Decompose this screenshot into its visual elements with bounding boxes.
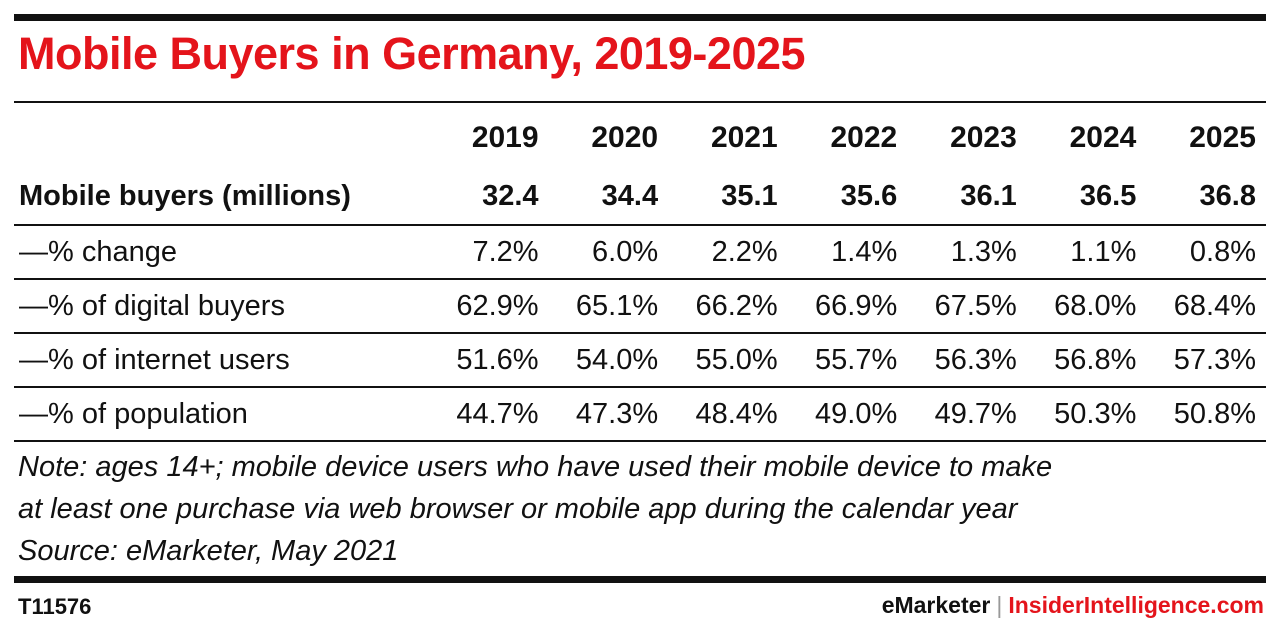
note-line: at least one purchase via web browser or… bbox=[18, 493, 1018, 525]
year-header: 2025 bbox=[1189, 121, 1256, 154]
note-line: Note: ages 14+; mobile device users who … bbox=[18, 451, 1053, 483]
table-cell: 2.2% bbox=[668, 224, 788, 279]
table-cell: 35.1 bbox=[721, 179, 778, 212]
year-header: 2019 bbox=[471, 121, 539, 154]
data-table: 2019 2020 2021 2022 2023 2024 2025 Mobil… bbox=[14, 108, 1266, 442]
table-cell: 36.1 bbox=[960, 179, 1017, 212]
table-cell: 55.0% bbox=[668, 332, 788, 387]
table-cell: 1.3% bbox=[907, 224, 1027, 279]
table-cell: 6.0% bbox=[548, 224, 669, 279]
table-cell: 55.7% bbox=[787, 332, 908, 387]
table-cell: 48.4% bbox=[668, 386, 788, 442]
table-row: Mobile buyers (millions) 32.4 34.4 35.1 … bbox=[14, 168, 1266, 225]
header-row: 2019 2020 2021 2022 2023 2024 2025 bbox=[14, 108, 1266, 168]
footer-brand: eMarketer | InsiderIntelligence.com bbox=[882, 592, 1264, 619]
year-header: 2024 bbox=[1069, 121, 1137, 154]
insider-intelligence-link[interactable]: InsiderIntelligence.com bbox=[1008, 592, 1264, 618]
table-cell: 7.2% bbox=[429, 224, 549, 279]
table-cell: 62.9% bbox=[429, 278, 549, 333]
table-cell: 36.5 bbox=[1079, 179, 1137, 212]
table-cell: 49.7% bbox=[907, 386, 1027, 442]
top-rule bbox=[14, 14, 1266, 21]
table-row: —% change 7.2% 6.0% 2.2% 1.4% 1.3% 1.1% … bbox=[14, 224, 1266, 279]
table-cell: 1.4% bbox=[787, 224, 908, 279]
table-cell: 65.1% bbox=[548, 278, 669, 333]
table-cell: 49.0% bbox=[787, 386, 908, 442]
year-header: 2023 bbox=[950, 121, 1017, 154]
row-label: Mobile buyers (millions) bbox=[19, 179, 351, 212]
year-header: 2021 bbox=[710, 121, 778, 154]
table-row: —% of population 44.7% 47.3% 48.4% 49.0%… bbox=[14, 386, 1266, 442]
emarketer-logo-text: eMarketer bbox=[881, 592, 991, 618]
source-line: Source: eMarketer, May 2021 bbox=[18, 535, 399, 567]
table-cell: 47.3% bbox=[548, 386, 669, 442]
table-cell: 1.1% bbox=[1026, 224, 1147, 279]
table-row: —% of internet users 51.6% 54.0% 55.0% 5… bbox=[14, 332, 1266, 387]
table-cell: 57.3% bbox=[1146, 332, 1266, 387]
table-cell: 67.5% bbox=[907, 278, 1027, 333]
row-label: —% of digital buyers bbox=[14, 278, 429, 333]
table-cell: 34.4 bbox=[601, 179, 659, 212]
year-header: 2020 bbox=[591, 121, 659, 154]
table-row: —% of digital buyers 62.9% 65.1% 66.2% 6… bbox=[14, 278, 1266, 333]
bottom-rule bbox=[14, 576, 1266, 583]
brand-separator: | bbox=[996, 592, 1003, 618]
table-cell: 50.3% bbox=[1026, 386, 1147, 442]
table-cell: 44.7% bbox=[429, 386, 549, 442]
year-header: 2022 bbox=[830, 121, 898, 154]
row-label: —% of population bbox=[14, 386, 429, 442]
table-cell: 36.8 bbox=[1199, 179, 1256, 212]
table-cell: 50.8% bbox=[1146, 386, 1266, 442]
header-rule bbox=[14, 101, 1266, 103]
table-cell: 0.8% bbox=[1146, 224, 1266, 279]
table-cell: 66.9% bbox=[787, 278, 908, 333]
chart-note: Note: ages 14+; mobile device users who … bbox=[18, 446, 1258, 572]
table-cell: 54.0% bbox=[548, 332, 669, 387]
row-label: —% of internet users bbox=[14, 332, 429, 387]
chart-id: T11576 bbox=[18, 594, 92, 619]
chart-title: Mobile Buyers in Germany, 2019-2025 bbox=[18, 28, 806, 79]
table-cell: 32.4 bbox=[482, 179, 539, 212]
table-cell: 68.4% bbox=[1146, 278, 1266, 333]
row-label: —% change bbox=[14, 224, 429, 279]
table-cell: 51.6% bbox=[429, 332, 549, 387]
header-label-cell bbox=[14, 108, 429, 168]
table-cell: 56.8% bbox=[1026, 332, 1147, 387]
table-cell: 66.2% bbox=[668, 278, 788, 333]
table-cell: 68.0% bbox=[1026, 278, 1147, 333]
table-cell: 35.6 bbox=[840, 179, 898, 212]
table-cell: 56.3% bbox=[907, 332, 1027, 387]
